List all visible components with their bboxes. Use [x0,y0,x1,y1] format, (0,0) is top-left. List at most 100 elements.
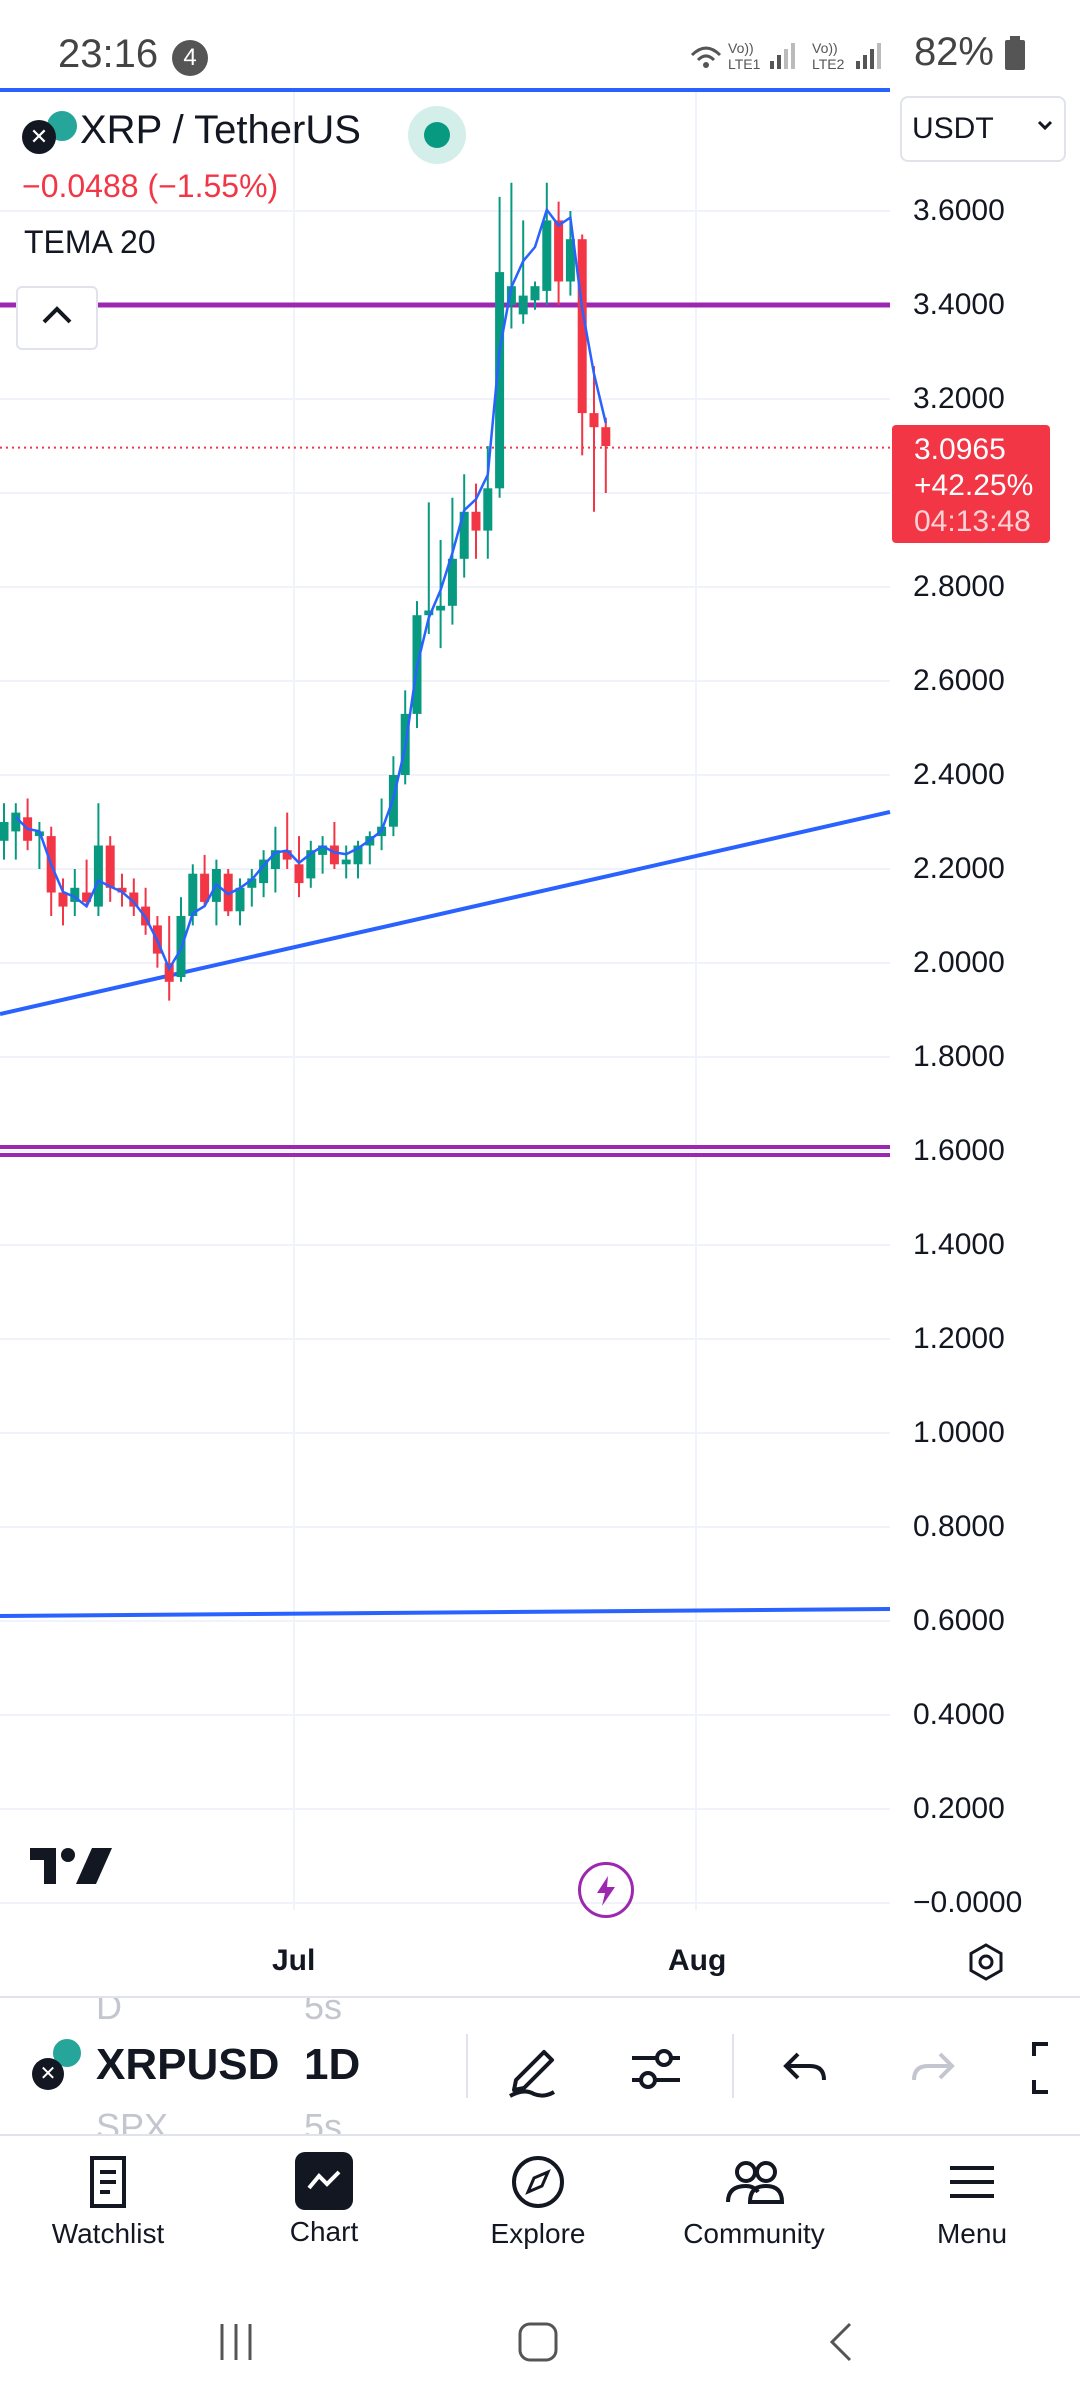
candle-body [447,558,457,606]
candle-body [306,850,316,879]
candle-body [93,845,103,907]
price-axis-label: 2.8000 [913,570,1005,603]
price-axis-label: 2.0000 [913,946,1005,979]
candle-body [471,511,481,531]
nav-explore[interactable]: Explore [438,2152,638,2250]
pencil-icon[interactable] [504,2036,560,2100]
candle-body [70,887,80,902]
candle-body [341,859,351,865]
signal-icons: Vo)) LTE1 Vo)) LTE2 [690,40,881,72]
symbol-selector[interactable]: XRPUSD [96,2040,280,2089]
candle-body [542,220,552,291]
fullscreen-icon[interactable] [1030,2036,1080,2100]
bottom-nav: Watchlist Chart Explore Community Menu [0,2138,1080,2278]
candle-body [105,845,115,888]
nav-menu[interactable]: Menu [872,2152,1072,2250]
candle-body [530,286,540,301]
home-icon[interactable] [516,2320,560,2364]
trend-line [0,810,891,1016]
indicator-label[interactable]: TEMA 20 [24,224,156,260]
close-icon[interactable]: ✕ [22,120,56,154]
candle-body [235,887,245,912]
currency-select[interactable]: USDT [900,96,1066,162]
candle-body [164,963,174,982]
status-bar: 23:16 4 Vo)) LTE1 Vo)) LTE2 82% [0,0,1080,88]
indicators-icon[interactable] [628,2036,684,2100]
chevron-up-icon [42,306,72,324]
candle-body [188,873,198,916]
chart-settings-icon[interactable] [966,1942,1006,1982]
price-axis-label: 0.4000 [913,1698,1005,1731]
interval-selector[interactable]: 1D [304,2040,361,2089]
price-axis-label: 0.2000 [913,1792,1005,1825]
last-price: 3.0965 [914,433,1006,466]
price-axis-label: 1.8000 [913,1040,1005,1073]
system-nav [0,2290,1080,2400]
price-axis-label: 2.6000 [913,664,1005,697]
last-price-change: +42.25% [914,469,1034,502]
market-status-icon[interactable] [408,106,466,164]
nav-label: Community [683,2218,825,2249]
price-axis-label: 0.6000 [913,1604,1005,1637]
symbol-picker-ghost: SPX [96,2106,169,2136]
tradingview-logo-icon [30,1848,112,1884]
chart-top-border [0,88,890,92]
battery-percent: 82% [913,30,994,74]
candle-body [424,610,434,616]
candle-body [129,892,139,907]
svg-text:LTE1: LTE1 [728,56,761,72]
candle-body [117,887,127,893]
battery-icon [1005,35,1025,70]
candle-body [259,859,269,884]
price-chart[interactable] [0,0,1080,2000]
nav-chart[interactable]: Chart [224,2152,424,2248]
candle-body [518,295,528,315]
nav-label: Explore [490,2218,586,2249]
chevron-down-icon [1037,120,1053,131]
price-axis-label: 1.6000 [913,1134,1005,1167]
price-axis-label: 2.4000 [913,758,1005,791]
price-axis-label: 3.6000 [913,194,1005,227]
nav-label: Menu [936,2218,1008,2249]
nav-community[interactable]: Community [654,2152,854,2250]
price-axis-label: 1.2000 [913,1322,1005,1355]
candle-body [294,864,304,884]
candle-body [247,878,257,888]
chart-icon [295,2152,353,2210]
candle-body [577,239,587,414]
compass-icon [512,2156,564,2208]
toolbar-divider [732,2034,734,2098]
recent-apps-icon[interactable] [214,2320,258,2364]
symbol-picker-ghost: D [96,1996,122,2027]
nav-watchlist[interactable]: Watchlist [8,2152,208,2250]
toolbar-divider [466,2034,468,2098]
menu-icon [950,2166,994,2198]
close-icon[interactable]: ✕ [32,2058,64,2090]
symbol-title[interactable]: XRP / TetherUS [80,108,361,152]
candle-body [554,220,564,282]
notification-badge: 4 [172,40,208,76]
bar-countdown: 04:13:48 [914,505,1031,538]
price-axis-label: 1.4000 [913,1228,1005,1261]
price-axis-label: 3.4000 [913,288,1005,321]
candle-body [483,488,493,531]
time-axis-label: Aug [668,1944,727,1977]
price-axis-label: −0.0000 [913,1886,1023,1919]
community-icon [726,2161,785,2204]
candle-body [436,605,446,611]
candle-body [589,413,599,428]
svg-text:Vo)): Vo)) [812,40,838,56]
price-change: −0.0488 (−1.55%) [22,168,279,204]
candle-body [329,845,339,865]
interval-picker-ghost: 5s [304,2106,343,2136]
candle-body [565,239,575,282]
back-icon[interactable] [820,2320,864,2364]
collapse-legend-button[interactable] [16,286,98,350]
nav-label: Chart [289,2216,359,2247]
candle-body [459,511,469,559]
flash-button[interactable] [578,1862,634,1918]
chart-toolbar: D 5s SPX 5s ✕ XRPUSD 1D [0,1996,1080,2136]
xrp-logo-icon [50,2036,84,2070]
redo-icon[interactable] [908,2036,958,2100]
undo-icon[interactable] [780,2036,830,2100]
